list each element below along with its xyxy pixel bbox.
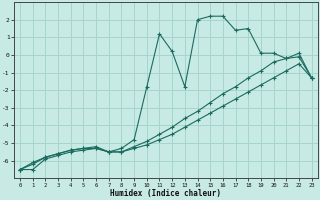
X-axis label: Humidex (Indice chaleur): Humidex (Indice chaleur) bbox=[110, 189, 221, 198]
